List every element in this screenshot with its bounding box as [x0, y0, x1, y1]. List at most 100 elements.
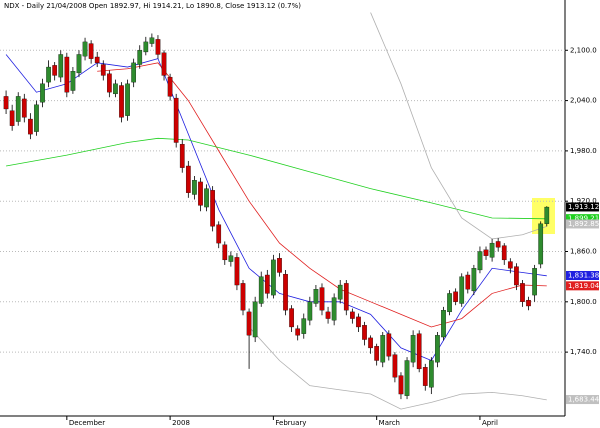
candle-body [350, 311, 355, 319]
candle-body [173, 97, 179, 143]
candle-body [501, 245, 507, 261]
candle-body [277, 258, 282, 273]
candle-body [307, 301, 313, 321]
candle-body [520, 283, 525, 302]
indicator-line [370, 12, 547, 240]
candle-body [313, 289, 319, 304]
y-tick-label: 1,860.0 [570, 248, 597, 256]
candle-body [107, 73, 112, 93]
candle-body [289, 308, 294, 328]
price-label-box [566, 395, 599, 405]
y-tick-label: 1,800.0 [570, 298, 597, 306]
candle-body [228, 255, 234, 262]
candle-body [155, 39, 161, 55]
candle-body [204, 188, 209, 208]
price-label: 1,819.04 [568, 282, 600, 290]
candle-body [76, 54, 82, 74]
candle-body [58, 54, 64, 78]
candle-body [465, 274, 471, 290]
candle-body [21, 98, 27, 118]
candle-body [489, 242, 495, 258]
indicator-line [97, 62, 547, 328]
y-tick-label: 1,980.0 [570, 147, 597, 155]
candle-body [222, 244, 228, 261]
indicator-line [248, 326, 547, 410]
price-label-box [566, 214, 599, 224]
candle-body [295, 328, 301, 336]
price-label: 1,892.85 [568, 220, 599, 228]
price-label-box [566, 219, 599, 229]
candle-body [271, 259, 276, 296]
candle-body [137, 50, 143, 65]
candle-body [3, 96, 9, 110]
candle-body [538, 223, 544, 265]
candle-body [240, 283, 246, 311]
y-tick-label: 2,100.0 [570, 46, 597, 54]
candle-body [362, 325, 367, 340]
candle-body [131, 62, 137, 83]
candle-body [283, 273, 288, 311]
candle-body [210, 190, 215, 227]
price-label: 1,831.38 [568, 271, 599, 279]
candle-body [453, 291, 458, 302]
candle-body [447, 293, 452, 313]
y-tick-label: 1,920.0 [570, 197, 597, 205]
price-label: 1,899.21 [568, 215, 599, 223]
candle-body [343, 283, 349, 311]
indicator-line [6, 137, 547, 220]
candle-body [356, 316, 361, 328]
candle-body [337, 284, 343, 300]
candle-body [483, 249, 489, 256]
candle-body [404, 360, 410, 396]
candle-body [143, 41, 149, 53]
candle-body [392, 354, 398, 378]
candle-body [386, 333, 392, 357]
candle-body [477, 251, 483, 271]
y-tick-label: 1,740.0 [570, 348, 597, 356]
candle-body [428, 360, 434, 388]
candle-body [368, 337, 373, 349]
candle-body [64, 56, 70, 93]
candle-body [100, 64, 106, 76]
candle-body [495, 241, 501, 248]
candle-body [179, 144, 185, 168]
candle-body [380, 335, 386, 363]
candle-body [252, 301, 258, 338]
x-tick-label: December [69, 419, 105, 427]
candle-body [94, 56, 100, 64]
x-tick-label: 2008 [172, 419, 190, 427]
candle-body [410, 335, 416, 363]
candle-body [471, 268, 477, 292]
candle-body [185, 165, 191, 193]
x-tick-label: March [379, 419, 400, 427]
candle-body [325, 311, 331, 319]
candle-body [441, 310, 446, 338]
highlight-box [532, 198, 555, 234]
candle-body [422, 367, 428, 386]
candle-body [88, 43, 94, 59]
candle-body [301, 318, 307, 334]
candle-body [70, 71, 76, 91]
candle-body [40, 83, 45, 103]
candle-body [331, 297, 337, 321]
candle-body [216, 224, 222, 244]
candle-body [416, 333, 422, 370]
price-label-box [566, 202, 599, 212]
x-tick-label: April [482, 419, 498, 427]
candle-body [234, 257, 240, 286]
candle-body [167, 76, 173, 97]
candle-body [15, 96, 21, 122]
candle-body [459, 276, 465, 304]
candle-body [149, 37, 155, 44]
candle-body [398, 375, 404, 395]
candle-body [514, 266, 519, 286]
price-label-box [566, 270, 599, 280]
candle-body [161, 52, 167, 76]
candle-body [374, 346, 380, 361]
candle-body [113, 83, 118, 95]
candle-body [119, 85, 124, 118]
price-label: 1,913.12 [568, 203, 599, 211]
candle-body [82, 41, 88, 57]
